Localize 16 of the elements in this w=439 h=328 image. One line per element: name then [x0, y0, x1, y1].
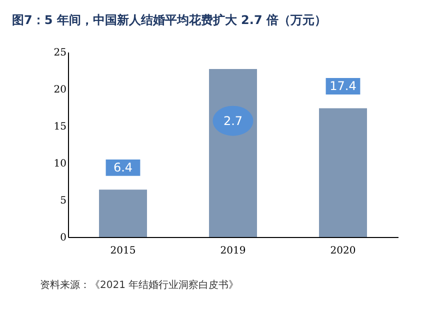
- text: 6.4: [113, 160, 133, 175]
- text: 17.4: [330, 79, 356, 94]
- x-tick-label: 2020: [330, 246, 356, 256]
- y-tick-label: 5: [60, 196, 66, 206]
- annotation: 2.7: [223, 114, 243, 128]
- x-tick-label: 2015: [110, 246, 136, 256]
- y-tick-label: 10: [54, 158, 66, 170]
- chart-title: 图7：5 年间，中国新人结婚平均花费扩大 2.7 倍（万元）: [12, 13, 326, 27]
- y-tick-label: 0: [60, 232, 66, 244]
- y-tick-label: 20: [54, 84, 66, 96]
- y-tick-label: 25: [54, 48, 66, 58]
- x-tick-label: 2019: [220, 246, 246, 256]
- bar: [319, 108, 367, 237]
- bar: [99, 190, 147, 237]
- text: 资料来源：《2021 年结婚行业洞察白皮书》: [40, 279, 239, 291]
- y-tick-label: 15: [54, 122, 66, 132]
